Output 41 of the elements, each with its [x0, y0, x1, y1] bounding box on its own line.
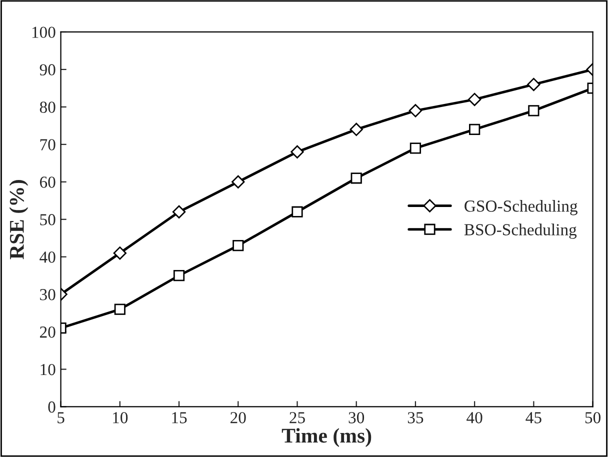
point — [527, 78, 540, 92]
y-tick-label: 40 — [40, 252, 56, 263]
y-tick-label: 0 — [48, 401, 56, 413]
x-tick-label: 50 — [585, 412, 600, 424]
point — [232, 240, 244, 252]
y-tick-label: 70 — [40, 139, 56, 150]
x-tick-label: 25 — [290, 412, 305, 424]
y-tick-label: 10 — [40, 364, 56, 376]
x-tick-label: 40 — [466, 412, 482, 424]
x-tick-label: 20 — [230, 412, 246, 424]
point — [173, 270, 185, 282]
point — [292, 206, 303, 218]
point — [468, 92, 482, 106]
point — [350, 172, 362, 184]
legend-label: BSO-Scheduling — [464, 224, 577, 239]
y-axis-title: RSE (%) — [9, 180, 28, 260]
point — [469, 124, 480, 135]
point — [172, 205, 186, 218]
y-tick-label: 30 — [40, 289, 56, 300]
point — [232, 175, 245, 188]
x-tick-label: 5 — [58, 412, 64, 424]
y-tick-label: 100 — [32, 26, 56, 38]
y-tick-label: 60 — [40, 176, 56, 188]
point — [350, 122, 363, 136]
x-tick-label: 15 — [172, 412, 187, 424]
legend-label: GSO-Scheduling — [464, 200, 578, 216]
y-tick-label: 50 — [40, 214, 56, 226]
y-tick-label: 20 — [40, 326, 56, 338]
x-tick-label: 10 — [113, 412, 128, 424]
x-tick-label: 30 — [348, 412, 364, 424]
y-tick-label: 80 — [40, 102, 56, 113]
point — [410, 142, 422, 154]
point — [408, 104, 422, 118]
point — [290, 145, 304, 158]
point — [114, 304, 126, 315]
x-tick-label: 35 — [408, 412, 424, 424]
x-axis-title: Time (ms) — [282, 428, 372, 447]
point — [528, 105, 540, 116]
point — [113, 246, 126, 260]
x-tick-label: 45 — [526, 412, 542, 424]
y-tick-label: 90 — [40, 64, 56, 76]
